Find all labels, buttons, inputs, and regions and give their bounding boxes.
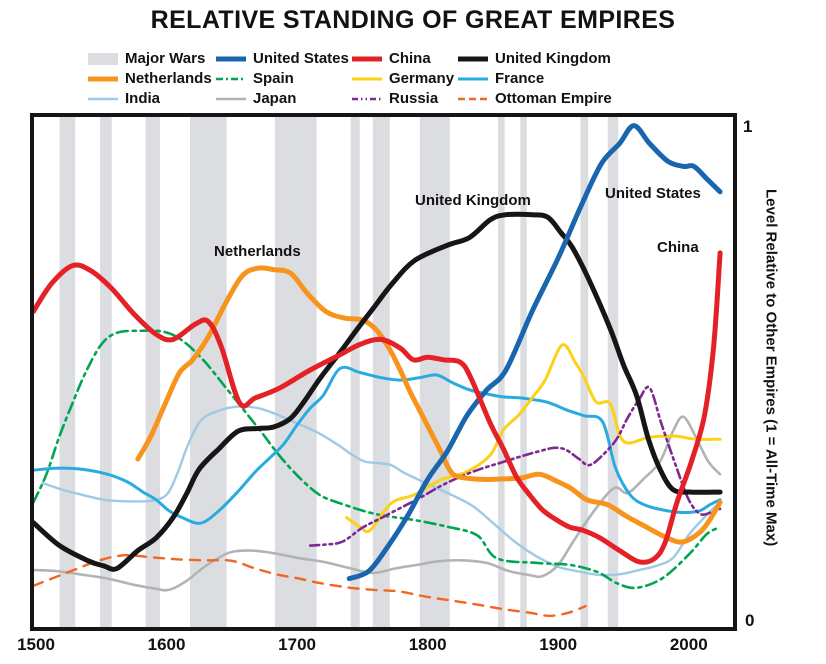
germany-swatch-icon (352, 77, 382, 80)
series-line-russia (308, 385, 722, 547)
spain-swatch-icon (216, 77, 246, 80)
legend-label: China (389, 50, 431, 67)
legend-item-japan: Japan (216, 89, 296, 108)
series-line-united-kingdom (34, 211, 723, 572)
y-tick-max: 1 (743, 117, 753, 136)
series-line-japan (34, 415, 722, 592)
legend-item-spain: Spain (216, 69, 294, 88)
legend-label: France (495, 70, 545, 87)
legend-item-india: India (88, 89, 160, 108)
legend-item-netherlands: Netherlands (88, 69, 212, 88)
legend-label: Netherlands (125, 70, 212, 87)
series-line-india (41, 405, 722, 577)
netherlands-swatch-icon (88, 76, 118, 81)
chart-title: RELATIVE STANDING OF GREAT EMPIRES (150, 6, 676, 34)
china-swatch-icon (352, 56, 382, 61)
series-line-united-states (346, 123, 723, 582)
legend-label: United Kingdom (495, 50, 611, 67)
major-wars-swatch-icon (88, 52, 118, 65)
plot-canvas (34, 117, 723, 627)
annotation-united-kingdom: United Kingdom (415, 192, 531, 209)
plot-area: Netherlands United Kingdom United States Ch… (30, 113, 737, 631)
united-kingdom-swatch-icon (458, 56, 488, 61)
series-line-china (34, 250, 723, 565)
series-line-ottoman-empire (34, 553, 587, 617)
india-swatch-icon (88, 97, 118, 100)
x-tick-1800: 1800 (408, 635, 447, 654)
annotation-united-states: United States (605, 185, 701, 202)
legend-item-germany: Germany (352, 69, 454, 88)
japan-swatch-icon (216, 97, 246, 100)
x-tick-1600: 1600 (147, 635, 186, 654)
legend-label: Ottoman Empire (495, 90, 612, 107)
war-band-1794-1817 (419, 117, 450, 627)
war-band-1938-1946 (607, 117, 619, 627)
series-line-spain (34, 329, 722, 590)
y-axis-title: Level Relative to Other Empires (1 = All… (762, 189, 780, 547)
legend-label: United States (253, 50, 349, 67)
annotation-china: China (657, 239, 699, 256)
war-band-1549-1558 (100, 117, 112, 627)
series-line-france (34, 365, 722, 525)
war-band-1871-1876 (520, 117, 527, 627)
annotation-netherlands: Netherlands (214, 243, 301, 260)
x-tick-1700: 1700 (278, 635, 316, 654)
series-line-netherlands (135, 265, 723, 545)
y-tick-min: 0 (745, 611, 755, 630)
legend-label: Spain (253, 70, 294, 87)
legend-item-china: China (352, 49, 431, 68)
series-line-germany (345, 343, 722, 534)
legend-item-united-states: United States (216, 49, 349, 68)
war-band-1854-1859 (498, 117, 505, 627)
war-band-1618-1646 (190, 117, 227, 627)
x-tick-1500: 1500 (17, 635, 55, 654)
legend-label: Russia (389, 90, 439, 107)
france-swatch-icon (458, 77, 488, 80)
russia-swatch-icon (352, 97, 382, 100)
legend-label: Major Wars (125, 50, 206, 67)
legend-item-ottoman-empire: Ottoman Empire (458, 89, 612, 108)
ottoman-empire-swatch-icon (458, 97, 488, 100)
x-tick-2000: 2000 (669, 635, 708, 654)
legend-item-russia: Russia (352, 89, 438, 108)
war-band-1518-1530 (59, 117, 76, 627)
legend-label: Germany (389, 70, 455, 87)
war-band-1758-1771 (372, 117, 390, 627)
legend-label: Japan (253, 90, 297, 107)
war-band-1584-1595 (145, 117, 161, 627)
legend-item-united-kingdom: United Kingdom (458, 49, 611, 68)
legend-item-major-wars: Major Wars (88, 49, 205, 68)
legend-item-france: France (458, 69, 544, 88)
legend-label: India (125, 90, 161, 107)
war-band-1917-1923 (580, 117, 589, 627)
united-states-swatch-icon (216, 56, 246, 61)
x-tick-1900: 1900 (539, 635, 578, 654)
